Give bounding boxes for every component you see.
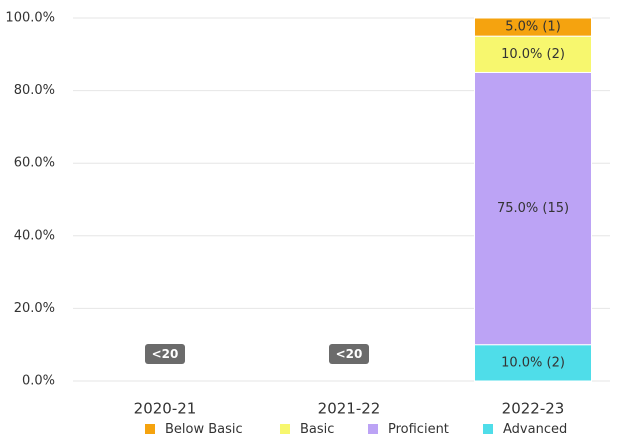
y-tick-label: 20.0% (14, 301, 55, 316)
suppressed-badge (329, 344, 369, 364)
bar-segment (474, 17, 592, 37)
legend-swatch (145, 424, 155, 434)
value-label: 10.0% (2) (501, 355, 565, 370)
y-tick-label: 100.0% (5, 11, 55, 26)
value-label: 5.0% (1) (505, 20, 561, 35)
legend-swatch (368, 424, 378, 434)
legend-label: Proficient (388, 422, 449, 437)
value-label: 10.0% (2) (501, 47, 565, 62)
suppressed-note: <20 (336, 347, 363, 361)
legend-label: Basic (300, 422, 334, 437)
suppressed-note: <20 (152, 347, 179, 361)
y-tick-label: 60.0% (14, 156, 55, 171)
y-tick-label: 40.0% (14, 228, 55, 243)
y-tick-label: 0.0% (22, 374, 55, 389)
x-tick-label: 2022-23 (502, 400, 565, 418)
suppressed-badge (145, 344, 185, 364)
value-label: 75.0% (15) (497, 201, 569, 216)
legend-label: Advanced (503, 422, 567, 437)
legend-label: Below Basic (165, 422, 243, 437)
bar-segment (474, 344, 592, 382)
y-tick-label: 80.0% (14, 83, 55, 98)
x-tick-label: 2020-21 (134, 400, 197, 418)
legend-swatch (280, 424, 290, 434)
legend-swatch (483, 424, 493, 434)
x-tick-label: 2021-22 (318, 400, 381, 418)
